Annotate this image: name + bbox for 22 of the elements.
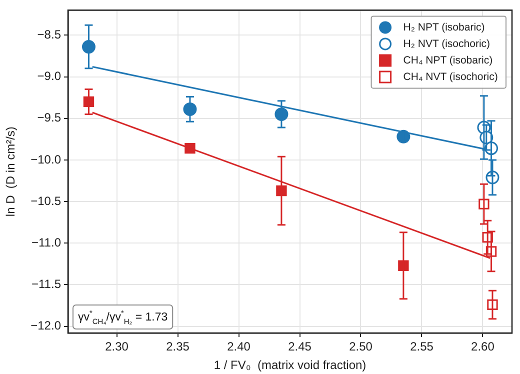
x-tick-label: 2.30 — [105, 340, 129, 354]
x-tick-label: 2.60 — [471, 340, 495, 354]
x-tick-label: 2.40 — [227, 340, 251, 354]
legend-label: H₂ NVT (isochoric) — [403, 38, 490, 50]
legend-label: H₂ NPT (isobaric) — [403, 21, 485, 34]
y-tick-label: −9.0 — [37, 69, 62, 84]
y-axis-title: ln D (D in cm²/s) — [4, 126, 18, 217]
y-tick-label: −8.5 — [37, 27, 62, 42]
x-tick-label: 2.45 — [288, 340, 312, 354]
y-tick-label: −10.0 — [30, 152, 62, 166]
x-axis-title: 1 / FV₀ (matrix void fraction) — [214, 358, 366, 372]
y-tick-label: −10.5 — [30, 194, 62, 208]
y-tick-label: −11.5 — [32, 277, 62, 292]
legend-label: CH₄ NVT (isochoric) — [403, 70, 498, 83]
y-tick-label: −12.0 — [30, 318, 62, 333]
x-tick-label: 2.35 — [166, 340, 190, 354]
x-tick-label: 2.50 — [349, 340, 373, 354]
point — [184, 142, 196, 154]
x-tick-label: 2.55 — [410, 340, 434, 354]
legend-label: CH₄ NPT (isobaric) — [403, 54, 493, 66]
y-tick-label: −11.0 — [32, 235, 62, 250]
y-tick-label: −9.5 — [37, 110, 62, 125]
